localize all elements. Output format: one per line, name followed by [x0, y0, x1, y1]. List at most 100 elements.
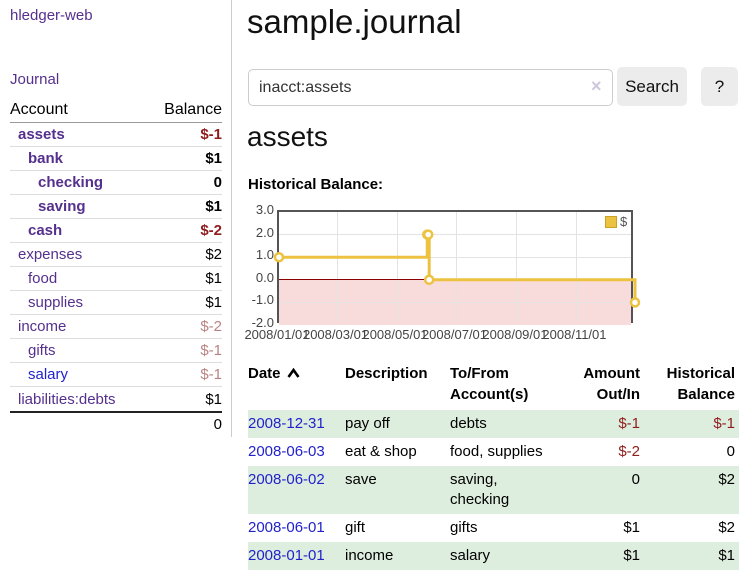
- x-axis-tick-label: 2008/01/01: [244, 327, 310, 342]
- accounts-column-header: To/From Account(s): [450, 365, 529, 403]
- horizontal-gridline: [279, 301, 631, 303]
- search-input[interactable]: [248, 69, 613, 106]
- account-link-income[interactable]: income: [18, 318, 67, 335]
- vertical-gridline: [337, 212, 339, 321]
- transaction-accounts: gifts: [450, 519, 478, 536]
- transaction-description: save: [345, 471, 377, 488]
- transaction-description: income: [345, 547, 394, 564]
- sidebar: hledger-web Journal Account Balance asse…: [0, 0, 232, 437]
- transaction-date-link[interactable]: 2008-06-01: [248, 519, 325, 536]
- transaction-date-link[interactable]: 2008-12-31: [248, 415, 325, 432]
- sidebar-item-journal[interactable]: Journal: [10, 71, 60, 88]
- historical-balance-chart: $ 3.0 2.0 1.0 0.0 -1.0 -2.0 2008/01/01 2008/03/…: [244, 200, 742, 350]
- transaction-amount: $1: [623, 547, 640, 564]
- clear-search-icon[interactable]: ×: [591, 76, 602, 96]
- transaction-date: 2008-01-01: [248, 542, 345, 570]
- transaction-row: 2008-06-01 gift gifts $1 $2: [248, 514, 739, 542]
- horizontal-gridline: [279, 256, 631, 258]
- transaction-description: eat & shop: [345, 443, 417, 460]
- y-axis-tick-label: -2.0: [251, 315, 274, 330]
- transaction-amount: 0: [631, 471, 640, 488]
- account-link-food[interactable]: food: [28, 270, 58, 287]
- account-row: cash $-2: [10, 219, 222, 243]
- account-row: gifts $-1: [10, 339, 222, 363]
- transaction-accounts: debts: [450, 415, 487, 432]
- transaction-balance: $2: [718, 519, 735, 536]
- balance-column-header: Historical Balance: [666, 365, 735, 403]
- transaction-amount: $1: [623, 519, 640, 536]
- account-balance: 0: [213, 174, 222, 191]
- account-link-supplies[interactable]: supplies: [28, 294, 84, 311]
- account-balance: $1: [205, 198, 222, 215]
- y-axis-tick-label: 0.0: [255, 269, 274, 285]
- account-row: checking 0: [10, 171, 222, 195]
- data-point-marker: [423, 274, 435, 286]
- account-column-header: Account: [10, 101, 68, 118]
- account-link-assets[interactable]: assets: [18, 126, 65, 143]
- vertical-gridline: [516, 212, 518, 321]
- account-link-expenses[interactable]: expenses: [18, 246, 83, 263]
- account-balance: $-1: [200, 126, 222, 143]
- transaction-row: 2008-06-02 save saving, checking 0 $2: [248, 466, 739, 514]
- register-table: Date Description To/From Account(s) Amou…: [248, 362, 739, 570]
- help-button[interactable]: ?: [701, 67, 738, 106]
- account-balance: $2: [205, 246, 222, 263]
- account-link-saving[interactable]: saving: [38, 198, 86, 215]
- balance-column-header: Balance: [164, 101, 222, 118]
- account-row: assets $-1: [10, 123, 222, 147]
- account-row: liabilities:debts $1: [10, 387, 222, 411]
- amount-column-header: Amount Out/In: [583, 365, 640, 403]
- account-link-liabilities-debts[interactable]: liabilities:debts: [18, 390, 116, 408]
- description-column-header: Description: [345, 365, 428, 382]
- search-button[interactable]: Search: [617, 67, 687, 106]
- accounts-total-row: 0: [10, 411, 222, 435]
- account-row: supplies $1: [10, 291, 222, 315]
- account-balance: $-1: [200, 366, 222, 383]
- account-link-bank[interactable]: bank: [28, 150, 64, 167]
- account-link-gifts[interactable]: gifts: [28, 342, 56, 359]
- transaction-date-link[interactable]: 2008-06-02: [248, 471, 325, 488]
- y-axis-tick-label: 2.0: [255, 224, 274, 240]
- balance-step-line: [273, 229, 641, 308]
- account-row: income $-2: [10, 315, 222, 339]
- transaction-row: 2008-01-01 income salary $1 $1: [248, 542, 739, 570]
- x-axis-tick-label: 2008/05/01: [362, 327, 428, 342]
- x-axis-tick-label: 2008/09/01: [482, 327, 548, 342]
- sort-ascending-icon: [286, 368, 300, 378]
- account-row: food $1: [10, 267, 222, 291]
- transaction-date: 2008-12-31: [248, 410, 345, 438]
- account-link-cash[interactable]: cash: [28, 222, 63, 239]
- page-title: sample.journal: [247, 3, 462, 40]
- account-link-salary[interactable]: salary: [28, 366, 69, 383]
- account-balance: $1: [205, 270, 222, 287]
- account-link-checking[interactable]: checking: [38, 174, 104, 191]
- register-header-row: Date Description To/From Account(s) Amou…: [248, 362, 739, 410]
- transaction-date: 2008-06-03: [248, 438, 345, 466]
- data-point-marker: [629, 297, 641, 308]
- x-axis-tick-label: 2008/03/01: [302, 327, 369, 342]
- transaction-date-link[interactable]: 2008-01-01: [248, 547, 325, 564]
- account-heading: assets: [247, 121, 328, 152]
- x-axis-tick-label: 2008/11/01: [542, 327, 607, 342]
- y-axis-tick-label: 1.0: [255, 247, 274, 263]
- transaction-balance: $2: [718, 471, 735, 488]
- transaction-accounts: salary: [450, 547, 491, 564]
- account-balance: $-1: [200, 342, 222, 359]
- data-point-marker: [422, 229, 434, 240]
- date-column-header[interactable]: Date: [248, 362, 345, 410]
- y-axis-tick-label: 3.0: [255, 202, 274, 217]
- chart-legend: $: [605, 214, 627, 229]
- legend-label: $: [620, 214, 628, 229]
- transaction-row: 2008-12-31 pay off debts $-1 $-1: [248, 410, 739, 438]
- chart-title-label: Historical Balance:: [248, 176, 384, 193]
- transaction-balance: $1: [718, 547, 735, 564]
- accounts-table-header: Account Balance: [10, 97, 222, 123]
- transaction-date-link[interactable]: 2008-06-03: [248, 443, 325, 460]
- data-point-marker: [273, 251, 285, 263]
- vertical-gridline: [575, 212, 577, 321]
- transaction-date: 2008-06-02: [248, 466, 345, 514]
- app-brand-link[interactable]: hledger-web: [10, 7, 93, 24]
- account-balance: $1: [205, 150, 222, 167]
- transaction-amount: $-2: [618, 443, 640, 460]
